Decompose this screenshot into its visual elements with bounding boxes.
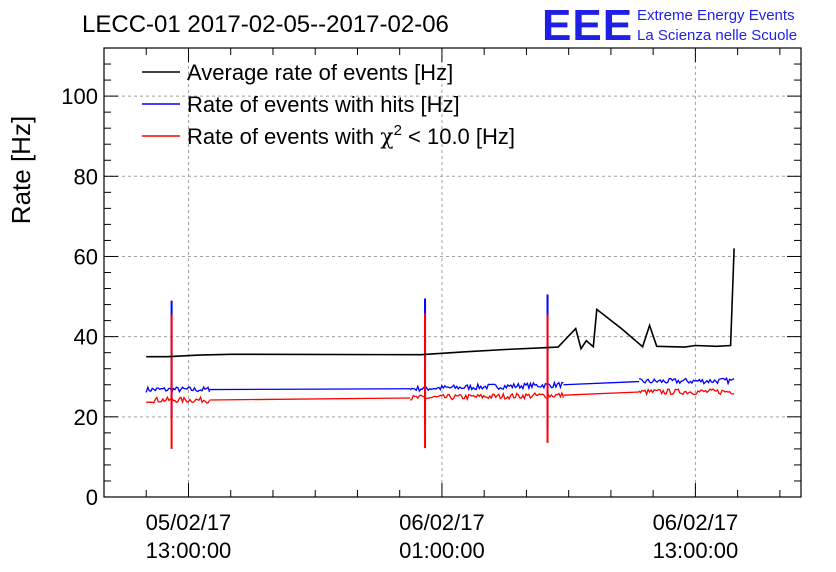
data-layer (145, 248, 735, 449)
series-rate-with-hits (145, 294, 735, 429)
series-segment (145, 385, 211, 394)
legend-chi2-suffix: < 10.0 [Hz] (402, 124, 515, 149)
series-segment (145, 395, 211, 404)
series-average-rate (146, 248, 735, 358)
legend-chi2-symbol: χ (380, 125, 393, 150)
legend-chi2-superscript: 2 (394, 122, 402, 139)
x-tick-label-time: 01:00:00 (399, 538, 485, 563)
logo-line-1: Extreme Energy Events (637, 7, 795, 24)
series-gap-line (209, 397, 411, 401)
chart-title: LECC-01 2017-02-05--2017-02-06 (82, 11, 449, 38)
series-segment (639, 376, 735, 386)
legend-avg: Average rate of events [Hz] (187, 60, 453, 85)
series-segment (409, 380, 564, 393)
legend-chi2-prefix: Rate of events with (187, 124, 380, 149)
axis-tick-labels: 0 20 40 60 80 100 05/02/17 13:00:00 06/02/17 01:0… (61, 84, 738, 563)
x-tick-label-date: 05/02/17 (146, 510, 232, 535)
series-gap-line (209, 388, 411, 391)
y-tick-label: 0 (86, 485, 98, 510)
legend-chi2: Rate of events with χ2 < 10.0 [Hz] (187, 122, 515, 150)
y-tick-label: 20 (74, 405, 98, 430)
series-segment (638, 388, 735, 397)
x-tick-label-date: 06/02/17 (653, 510, 739, 535)
eee-logo: EEE Extreme Energy Events La Scienza nel… (542, 1, 797, 50)
series-gap-line (563, 391, 640, 396)
y-axis-label: Rate [Hz] (6, 116, 36, 224)
legend: Average rate of events [Hz] Rate of even… (142, 60, 515, 150)
x-tick-label-time: 13:00:00 (653, 538, 739, 563)
x-tick-label-date: 06/02/17 (399, 510, 485, 535)
logo-text: EEE (542, 1, 633, 50)
y-tick-label: 40 (74, 325, 98, 350)
y-tick-label: 80 (74, 164, 98, 189)
y-tick-label: 60 (74, 244, 98, 269)
axis-ticks (103, 47, 801, 498)
logo-line-2: La Scienza nelle Scuole (637, 27, 797, 44)
series-gap-line (563, 380, 640, 386)
series-segment (409, 390, 565, 402)
legend-hits: Rate of events with hits [Hz] (187, 92, 460, 117)
x-tick-label-time: 13:00:00 (146, 538, 232, 563)
y-tick-label: 100 (61, 84, 98, 109)
series-rate-chi2 (145, 313, 735, 449)
series-line (146, 248, 735, 358)
grid (104, 48, 801, 497)
